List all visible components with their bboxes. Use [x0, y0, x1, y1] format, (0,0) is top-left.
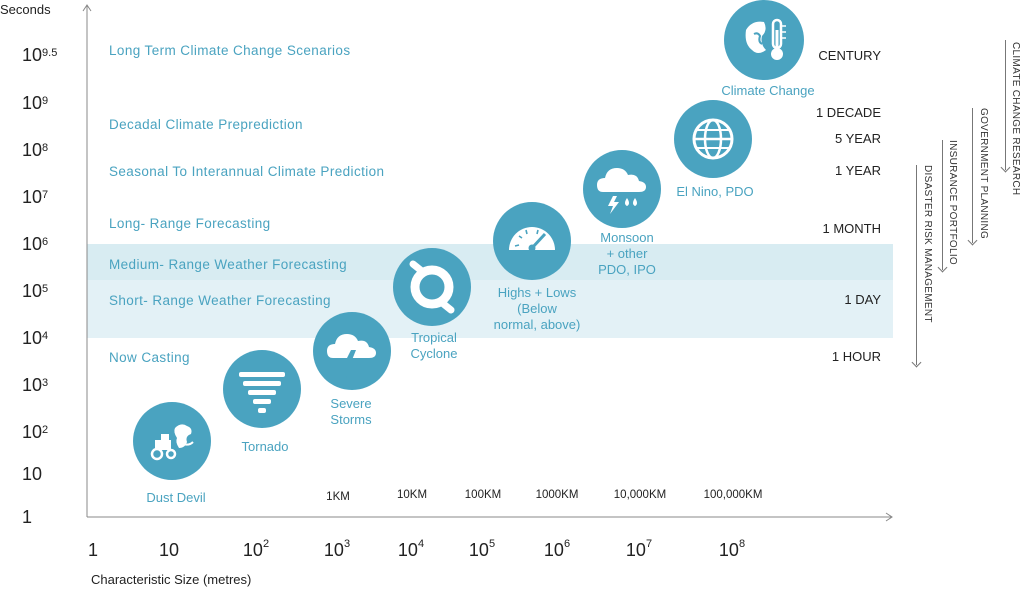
cyclone-icon [393, 248, 471, 326]
globe-icon [674, 100, 752, 178]
y-tick: 104 [22, 328, 49, 348]
category-now-casting: Now Casting [109, 350, 190, 365]
y-tick: 103 [22, 375, 49, 395]
x-tick: 106 [543, 538, 571, 560]
scale-1-year: 1 YEAR [834, 163, 881, 178]
distance-label: 1000KM [535, 489, 579, 501]
climate-thermometer-icon [724, 0, 804, 80]
distance-label: 100KM [464, 489, 502, 501]
category-medium-range: Medium- Range Weather Forecasting [109, 257, 348, 272]
scale-1-hour: 1 HOUR [831, 349, 881, 364]
sector-insurance-portfolio: INSURANCE PORTFOLIO [947, 140, 958, 265]
tornado-icon [223, 350, 301, 428]
label-severe-storms: Severe Storms [330, 396, 372, 427]
y-tick: 109 [22, 93, 49, 113]
label-el-nino: El Nino, PDO [676, 184, 754, 199]
category-decadal: Decadal Climate Preprediction [109, 117, 303, 132]
medium-range-band [87, 244, 893, 280]
x-tick: 102 [242, 538, 270, 560]
x-tick: 1 [87, 540, 99, 560]
y-tick: 1 [22, 507, 33, 527]
pressure-gauge-icon [493, 202, 571, 280]
y-tick: 106 [22, 234, 49, 254]
label-monsoon: Monsoon + other PDO, IPO [598, 230, 656, 277]
distance-label: 100,000KM [703, 489, 763, 501]
y-tick: 107 [22, 187, 49, 207]
label-tornado: Tornado [241, 439, 289, 454]
sector-government-planning: GOVERNMENT PLANNING [978, 108, 989, 240]
short-range-band [87, 280, 893, 338]
category-long-term-climate: Long Term Climate Change Scenarios [109, 43, 351, 58]
arrow-climate-change-research [1005, 40, 1006, 170]
distance-label: 1KM [326, 491, 350, 503]
sector-climate-change-research: CLIMATE CHANGE RESEARCH [1010, 42, 1021, 196]
y-tick: 108 [22, 140, 49, 160]
distance-label: 10KM [396, 489, 428, 501]
label-tropical-cyclone: Tropical Cyclone [410, 330, 458, 361]
category-long-range: Long- Range Forecasting [109, 216, 271, 231]
scale-1-day: 1 DAY [844, 292, 881, 307]
y-tick: 109.5 [22, 45, 58, 65]
arrow-government-planning [972, 108, 973, 243]
category-short-range: Short- Range Weather Forecasting [109, 293, 331, 308]
label-climate-change: Climate Change [721, 83, 815, 98]
sector-disaster-risk-management: DISASTER RISK MANAGEMENT [922, 165, 933, 323]
x-tick: 108 [718, 538, 746, 560]
scale-1-month: 1 MONTH [822, 221, 882, 236]
arrow-insurance-portfolio [942, 140, 943, 270]
x-tick: 10 [158, 540, 180, 560]
x-tick: 107 [625, 538, 653, 560]
storm-cloud-icon [313, 312, 391, 390]
x-tick: 105 [468, 538, 496, 560]
rain-cloud-icon [583, 150, 661, 228]
x-tick: 104 [397, 538, 425, 560]
scale-1-decade: 1 DECADE [815, 105, 881, 120]
x-tick: 103 [323, 538, 351, 560]
y-tick: 102 [22, 422, 49, 442]
y-tick: 105 [22, 281, 49, 301]
y-tick: 10 [22, 464, 43, 484]
dust-devil-icon [133, 402, 211, 480]
label-highs-lows: Highs + Lows (Below normal, above) [493, 285, 581, 332]
x-axis-title: Characteristic Size (metres) [91, 572, 252, 587]
y-axis-title: Seconds [0, 2, 51, 17]
category-seasonal: Seasonal To Interannual Climate Predicti… [109, 164, 385, 179]
scale-century: CENTURY [818, 48, 881, 63]
arrow-disaster-risk-management [916, 165, 917, 365]
scale-5-year: 5 YEAR [834, 131, 881, 146]
label-dust-devil: Dust Devil [146, 490, 206, 505]
distance-label: 10,000KM [613, 489, 667, 501]
